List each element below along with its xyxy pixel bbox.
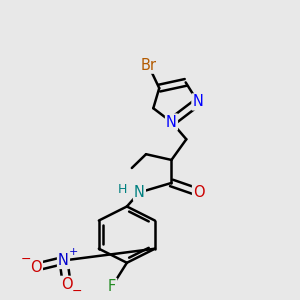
Text: +: + <box>69 247 78 257</box>
Text: −: − <box>20 254 31 266</box>
Text: O: O <box>61 277 73 292</box>
Text: N: N <box>58 253 69 268</box>
Text: O: O <box>193 185 205 200</box>
Text: −: − <box>71 285 82 298</box>
Text: H: H <box>118 183 128 196</box>
Text: N: N <box>134 185 145 200</box>
Text: N: N <box>192 94 203 110</box>
Text: N: N <box>166 115 177 130</box>
Text: Br: Br <box>140 58 156 73</box>
Text: O: O <box>30 260 42 274</box>
Text: F: F <box>108 279 116 294</box>
